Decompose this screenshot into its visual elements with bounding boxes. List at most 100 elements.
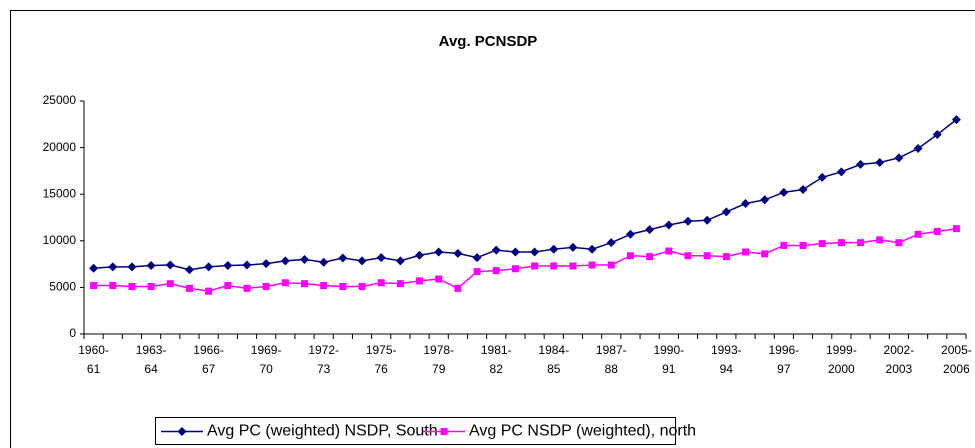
point — [857, 239, 865, 247]
point — [320, 282, 328, 290]
legend-box — [155, 417, 676, 445]
x-tick-label: 1993-94 — [710, 343, 742, 376]
point — [895, 239, 903, 247]
point — [223, 260, 233, 270]
point — [817, 172, 827, 182]
point — [530, 247, 540, 257]
x-tick-label: 1963-64 — [135, 343, 167, 376]
point — [741, 199, 750, 209]
point — [779, 187, 789, 197]
x-tick-label: 1987-88 — [595, 343, 627, 376]
point — [531, 262, 539, 270]
point — [434, 247, 444, 257]
point — [588, 261, 596, 269]
point — [626, 252, 634, 260]
y-tick-label: 10000 — [43, 233, 77, 247]
point — [165, 260, 175, 270]
point — [205, 287, 213, 295]
point — [761, 250, 769, 258]
y-tick-label: 15000 — [43, 186, 77, 200]
x-tick-label: 1960-61 — [78, 343, 109, 376]
point — [109, 282, 117, 290]
point — [435, 275, 443, 283]
point — [549, 244, 559, 254]
legend-label: Avg PC (weighted) NSDP, South — [207, 423, 438, 440]
point — [932, 130, 942, 140]
chart-title: Avg. PCNSDP — [439, 33, 538, 50]
point — [894, 153, 904, 163]
point — [952, 225, 960, 233]
chart-border — [10, 10, 975, 448]
point — [606, 238, 616, 248]
point — [166, 280, 174, 288]
point — [473, 268, 481, 276]
point — [646, 253, 654, 261]
point — [339, 282, 347, 290]
point — [684, 252, 692, 260]
x-tick-label: 1999-2000 — [826, 343, 857, 376]
x-tick-label: 1966-67 — [193, 343, 224, 376]
point — [243, 284, 251, 292]
point — [702, 215, 712, 225]
point — [90, 282, 98, 290]
point — [301, 280, 308, 288]
point — [127, 262, 137, 272]
point — [780, 241, 788, 249]
point — [876, 236, 884, 244]
point — [224, 282, 232, 290]
x-tick-label: 1969-70 — [250, 343, 282, 376]
point — [665, 247, 673, 255]
point — [837, 239, 845, 247]
point — [415, 250, 425, 260]
point — [454, 284, 462, 292]
point — [550, 262, 558, 270]
point — [300, 254, 309, 264]
x-tick-label: 1996-97 — [768, 343, 800, 376]
point — [108, 262, 118, 272]
series-line — [93, 227, 957, 292]
point — [338, 253, 348, 263]
point — [721, 207, 731, 217]
point — [146, 260, 156, 270]
point — [416, 277, 424, 285]
point — [242, 260, 252, 270]
point — [760, 195, 770, 205]
point — [376, 253, 386, 263]
point — [799, 241, 807, 249]
point — [492, 267, 500, 275]
x-tick-label: 1978-79 — [423, 343, 455, 376]
x-tick-label: 2005-2006 — [941, 343, 972, 376]
point — [856, 159, 866, 169]
point — [377, 279, 385, 287]
point — [683, 216, 693, 226]
point — [204, 262, 214, 272]
y-tick-label: 25000 — [43, 93, 77, 107]
point — [742, 248, 749, 256]
point — [491, 245, 501, 255]
point — [280, 256, 290, 266]
point — [89, 263, 99, 273]
point — [453, 248, 463, 258]
x-tick-label: 2002-2003 — [883, 343, 915, 376]
point — [933, 227, 941, 235]
point — [569, 262, 577, 270]
x-tick-label: 1981-82 — [480, 343, 512, 376]
legend-marker — [177, 427, 187, 436]
point — [281, 279, 289, 287]
point — [625, 229, 635, 239]
point — [703, 252, 711, 260]
point — [913, 144, 923, 154]
point — [645, 225, 655, 235]
x-tick-label: 1984-85 — [538, 343, 570, 376]
series-line — [93, 119, 957, 271]
point — [147, 282, 155, 290]
point — [261, 259, 271, 269]
point — [914, 230, 922, 238]
point — [951, 115, 961, 125]
point — [128, 282, 136, 290]
point — [357, 256, 367, 266]
legend-label: Avg PC NSDP (weighted), north — [469, 423, 696, 440]
point — [798, 185, 808, 195]
point — [568, 242, 578, 252]
